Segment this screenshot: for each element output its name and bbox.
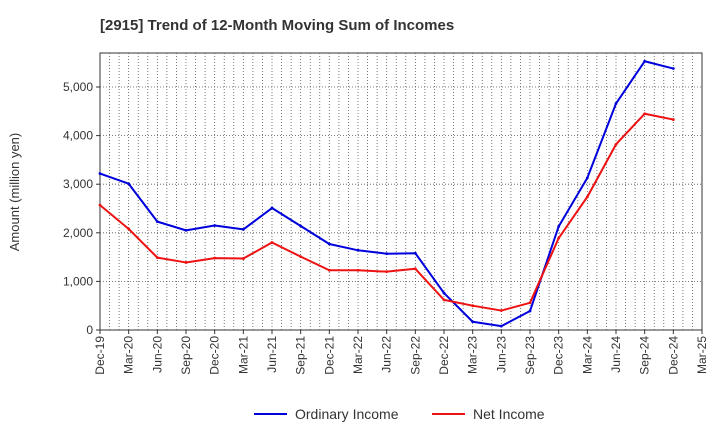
data-point bbox=[127, 227, 131, 231]
x-tick-label: Sep-21 bbox=[294, 336, 308, 375]
data-point bbox=[127, 182, 131, 186]
x-tick-label: Dec-24 bbox=[666, 336, 680, 375]
x-tick-label: Jun-24 bbox=[609, 336, 623, 373]
y-tick-label: 4,000 bbox=[63, 129, 93, 143]
data-point bbox=[155, 220, 159, 224]
x-tick-label: Sep-22 bbox=[408, 336, 422, 375]
x-axis-ticks: Dec-19 Mar-20 Jun-20 Sep-20 Dec-20 Mar-21 Jun-… bbox=[93, 330, 709, 375]
x-tick-label: Jun-22 bbox=[380, 336, 394, 373]
plot-area bbox=[99, 52, 703, 331]
data-point bbox=[442, 291, 446, 295]
data-point bbox=[299, 224, 303, 228]
data-point bbox=[213, 256, 217, 260]
data-point bbox=[471, 320, 475, 324]
data-point bbox=[327, 242, 331, 246]
data-point bbox=[671, 67, 675, 70]
data-point bbox=[643, 112, 647, 116]
x-tick-label: Sep-20 bbox=[179, 336, 193, 375]
data-point bbox=[614, 142, 618, 146]
data-point bbox=[213, 224, 217, 227]
x-tick-label: Jun-20 bbox=[150, 336, 164, 373]
data-point bbox=[528, 301, 532, 305]
x-tick-label: Dec-23 bbox=[552, 336, 566, 375]
grid-lines bbox=[100, 53, 702, 330]
data-point bbox=[270, 206, 274, 210]
x-tick-label: Jun-23 bbox=[494, 336, 508, 373]
data-point bbox=[327, 268, 331, 272]
x-tick-label: Dec-21 bbox=[322, 336, 336, 375]
data-point bbox=[299, 255, 303, 259]
data-point bbox=[442, 298, 446, 302]
x-tick-label: Mar-25 bbox=[695, 336, 709, 374]
y-tick-label: 1,000 bbox=[63, 274, 93, 288]
data-point bbox=[585, 176, 589, 180]
y-tick-label: 0 bbox=[86, 323, 93, 337]
data-point bbox=[155, 256, 159, 259]
data-point bbox=[356, 268, 360, 272]
plot-frame bbox=[99, 52, 703, 331]
legend: Ordinary Income Net Income bbox=[254, 406, 545, 422]
x-tick-label: Mar-21 bbox=[236, 336, 250, 374]
y-axis-label: Amount (million yen) bbox=[7, 133, 22, 252]
legend-label: Net Income bbox=[473, 406, 545, 422]
x-tick-label: Mar-23 bbox=[466, 336, 480, 374]
data-point bbox=[528, 309, 532, 313]
y-axis-ticks: 0 1,000 2,000 3,000 4,000 5,000 bbox=[63, 80, 100, 337]
data-point bbox=[614, 102, 618, 105]
data-point bbox=[643, 59, 647, 63]
x-tick-label: Sep-24 bbox=[638, 336, 652, 375]
y-tick-label: 3,000 bbox=[63, 177, 93, 191]
x-tick-label: Dec-19 bbox=[93, 336, 107, 375]
data-point bbox=[241, 257, 245, 260]
data-point bbox=[557, 236, 561, 240]
x-tick-label: Dec-22 bbox=[437, 336, 451, 375]
x-tick-label: Sep-23 bbox=[523, 336, 537, 375]
x-tick-label: Jun-21 bbox=[265, 336, 279, 373]
data-point bbox=[184, 261, 188, 264]
y-tick-label: 5,000 bbox=[63, 80, 93, 94]
series-layer bbox=[98, 59, 675, 328]
data-point bbox=[385, 252, 389, 256]
data-point bbox=[557, 225, 561, 228]
data-point bbox=[385, 270, 389, 274]
x-tick-label: Mar-22 bbox=[351, 336, 365, 374]
data-point bbox=[413, 251, 417, 255]
data-point bbox=[413, 267, 417, 271]
data-point bbox=[671, 118, 675, 121]
x-tick-label: Mar-20 bbox=[122, 336, 136, 374]
x-tick-label: Mar-24 bbox=[580, 336, 594, 374]
data-point bbox=[98, 203, 102, 207]
data-point bbox=[585, 195, 589, 199]
data-point bbox=[98, 172, 102, 175]
data-point bbox=[499, 324, 503, 328]
data-point bbox=[270, 241, 274, 244]
chart-title: [2915] Trend of 12-Month Moving Sum of I… bbox=[100, 17, 454, 34]
legend-label: Ordinary Income bbox=[295, 406, 399, 422]
data-point bbox=[356, 248, 360, 252]
data-point bbox=[184, 228, 188, 232]
data-point bbox=[241, 228, 245, 231]
y-tick-label: 2,000 bbox=[63, 226, 93, 240]
data-point bbox=[499, 309, 503, 312]
x-tick-label: Dec-20 bbox=[208, 336, 222, 375]
data-point bbox=[471, 304, 475, 308]
